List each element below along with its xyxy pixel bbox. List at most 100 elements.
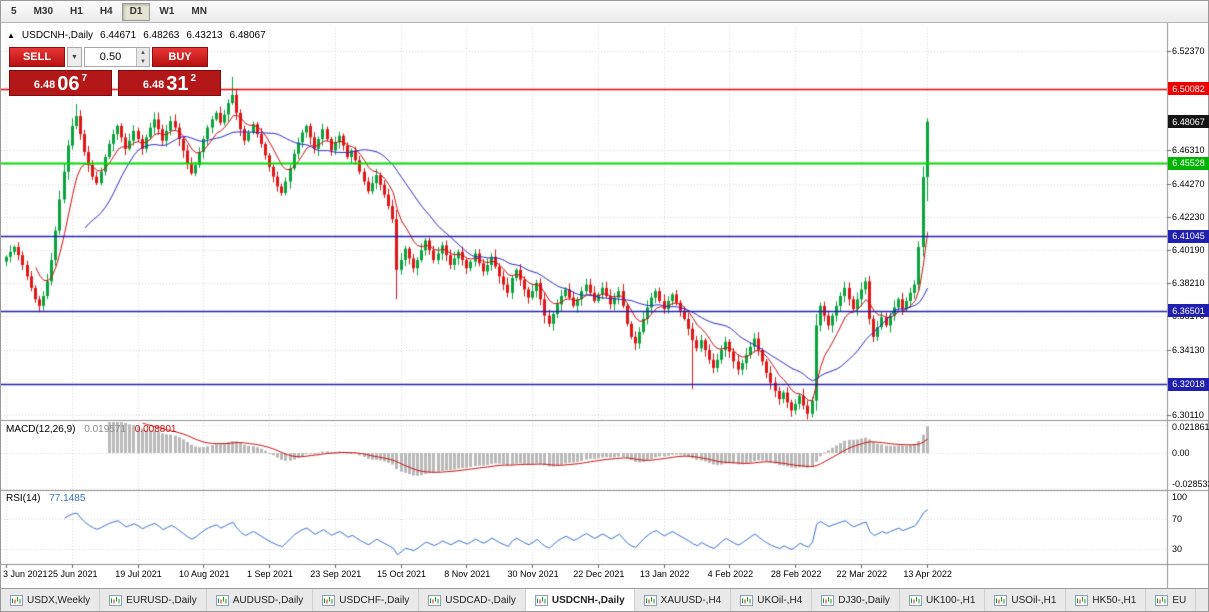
high-value: 6.48263 <box>143 30 180 41</box>
buy-button[interactable]: BUY <box>152 47 208 67</box>
volume-box: ▲ ▼ <box>84 47 150 67</box>
timeframe-button-mn[interactable]: MN <box>191 6 207 17</box>
symbol-label: USDCNH-,Daily <box>21 30 94 41</box>
price-axis-label: 6.30110 <box>1172 410 1204 421</box>
macd-signal-value: 0.008801 <box>134 424 177 435</box>
price-axis-label: 6.42230 <box>1172 212 1205 223</box>
volume-spin-down[interactable]: ▼ <box>137 57 149 66</box>
chart-icon <box>643 594 657 606</box>
chart-tabbar: USDX,Weekly EURUSD-,Daily AUDUSD-,Daily USD… <box>1 588 1208 611</box>
date-label: 23 Sep 2021 <box>310 569 362 579</box>
tab-label: EU <box>1172 594 1187 606</box>
date-label: 19 Jul 2021 <box>115 569 162 579</box>
tab-usdchf-daily[interactable]: USDCHF-,Daily <box>313 589 420 611</box>
chart-icon <box>1155 594 1169 606</box>
chevron-down-icon: ▼ <box>71 53 78 61</box>
timeframe-button-w1[interactable]: W1 <box>159 6 175 17</box>
volume-spin-up[interactable]: ▲ <box>137 48 149 57</box>
sell-button[interactable]: SELL <box>9 47 65 67</box>
date-label: 30 Nov 2021 <box>507 569 559 579</box>
date-label: 13 Jan 2022 <box>639 569 690 579</box>
volume-spinner: ▲ ▼ <box>136 48 149 66</box>
tab-label: UKOil-,H4 <box>757 594 803 606</box>
tab-label: USDCNH-,Daily <box>551 594 625 606</box>
rsi-value: 77.1485 <box>49 493 86 504</box>
tab-label: EURUSD-,Daily <box>126 594 197 606</box>
date-label: 15 Oct 2021 <box>377 569 427 579</box>
tab-usoil-h1[interactable]: USOil-,H1 <box>985 589 1067 611</box>
tab-usdx-weekly[interactable]: USDX,Weekly <box>1 589 101 611</box>
tab-label: DJ30-,Daily <box>838 594 890 606</box>
rsi-axis-label: 100 <box>1172 492 1188 502</box>
macd-axis-label: 0.00 <box>1172 448 1190 458</box>
low-value: 6.43213 <box>186 30 223 41</box>
time-axis[interactable]: 3 Jun 2021 25 Jun 2021 19 Jul 2021 10 Aug 2… <box>1 564 1167 590</box>
macd-axis-label: 0.021861 <box>1172 422 1209 432</box>
price-axis-label: 6.52370 <box>1172 46 1205 57</box>
order-settings-dropdown[interactable]: ▼ <box>67 47 82 67</box>
trade-panel: SELL ▼ ▲ ▼ BUY 6.48 06 7 6.48 31 2 <box>9 47 223 96</box>
price-axis-marker: 6.50082 <box>1168 82 1209 96</box>
tab-eurusd-daily[interactable]: EURUSD-,Daily <box>100 589 207 611</box>
ohlc-info: ▲ USDCNH-,Daily 6.44671 6.48263 6.43213 … <box>7 30 266 41</box>
price-axis-label: 6.38210 <box>1172 277 1205 288</box>
price-axis-label: 6.44270 <box>1172 178 1205 189</box>
rsi-axis-label: 30 <box>1172 544 1183 554</box>
timeframe-button-h1[interactable]: H1 <box>70 6 83 17</box>
timeframe-button-m30[interactable]: M30 <box>33 6 54 17</box>
chart-icon <box>428 594 442 606</box>
price-axis-marker: 6.48067 <box>1168 115 1209 129</box>
rsi-label: RSI(14) 77.1485 <box>6 493 91 504</box>
chart-icon <box>908 594 922 606</box>
tab-label: USDCHF-,Daily <box>339 594 410 606</box>
open-value: 6.44671 <box>100 30 137 41</box>
tab-hk50-h1[interactable]: HK50-,H1 <box>1066 589 1147 611</box>
chart-icon <box>821 594 835 606</box>
chart-canvas[interactable] <box>1 1 1209 591</box>
price-axis[interactable]: 6.52370 6.46310 6.44270 6.42230 6.40190 6.382… <box>1167 23 1209 590</box>
chart-icon <box>109 594 123 606</box>
tab-label: USOil-,H1 <box>1011 594 1057 606</box>
macd-name: MACD(12,26,9) <box>6 424 76 435</box>
sell-price-display[interactable]: 6.48 06 7 <box>9 70 112 96</box>
timeframe-button-5[interactable]: 5 <box>11 6 17 17</box>
date-label: 4 Feb 2022 <box>707 569 754 579</box>
date-label: 1 Sep 2021 <box>247 569 294 579</box>
date-label: 22 Dec 2021 <box>573 569 625 579</box>
tab-audusd-daily[interactable]: AUDUSD-,Daily <box>207 589 314 611</box>
price-axis-marker: 6.32018 <box>1168 377 1209 391</box>
date-label: 8 Nov 2021 <box>444 569 491 579</box>
volume-input[interactable] <box>85 48 136 66</box>
date-label: 10 Aug 2021 <box>178 569 230 579</box>
tab-usdcad-daily[interactable]: USDCAD-,Daily <box>419 589 526 611</box>
price-axis-marker: 6.45528 <box>1168 156 1209 170</box>
tab-eu[interactable]: EU <box>1146 589 1197 611</box>
timeframe-button-d1[interactable]: D1 <box>121 2 151 21</box>
tab-usdcnh-daily[interactable]: USDCNH-,Daily <box>525 589 635 611</box>
price-axis-label: 6.46310 <box>1172 145 1205 156</box>
tab-label: UK100-,H1 <box>925 594 976 606</box>
tab-label: XAUUSD-,H4 <box>660 594 722 606</box>
close-value: 6.48067 <box>229 30 266 41</box>
date-label: 22 Mar 2022 <box>836 569 888 579</box>
tab-ukoil-h4[interactable]: UKOil-,H4 <box>731 589 813 611</box>
sell-price-main: 6.48 <box>33 79 56 91</box>
chart-icon <box>215 594 229 606</box>
buy-price-display[interactable]: 6.48 31 2 <box>118 70 221 96</box>
rsi-name: RSI(14) <box>6 493 41 504</box>
tab-uk100-h1[interactable]: UK100-,H1 <box>900 589 986 611</box>
chart-icon <box>534 594 548 606</box>
tab-label: USDX,Weekly <box>27 594 91 606</box>
tab-label: HK50-,H1 <box>1092 594 1137 606</box>
tab-dj30-daily[interactable]: DJ30-,Daily <box>812 589 900 611</box>
tab-label: USDCAD-,Daily <box>445 594 516 606</box>
chart-icon <box>322 594 336 606</box>
macd-axis-label: -0.028533 <box>1172 479 1209 489</box>
tab-xauusd-h4[interactable]: XAUUSD-,H4 <box>635 589 732 611</box>
panel-collapse-icon[interactable]: ▲ <box>7 31 15 40</box>
chart-icon <box>740 594 754 606</box>
date-label: 3 Jun 2021 <box>3 569 48 579</box>
date-label: 28 Feb 2022 <box>770 569 822 579</box>
timeframe-button-h4[interactable]: H4 <box>99 6 113 17</box>
chart-icon <box>994 594 1008 606</box>
